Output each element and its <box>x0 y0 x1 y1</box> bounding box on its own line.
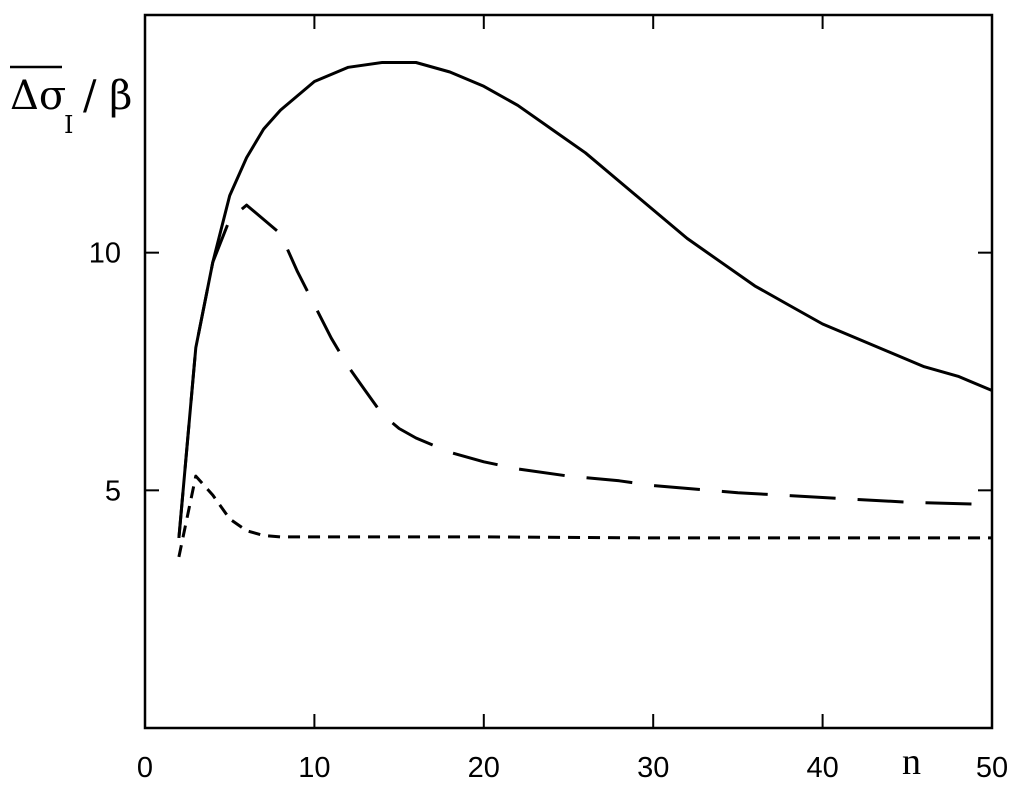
x-tick-label: 40 <box>806 752 838 784</box>
x-tick-label: 0 <box>137 752 153 784</box>
y-axis-label-main: Δσ <box>10 73 66 119</box>
x-tick-label: 10 <box>298 752 330 784</box>
series-line-long-dash <box>177 203 993 539</box>
y-tick-label: 10 <box>89 238 121 270</box>
x-tick-label: 20 <box>468 752 500 784</box>
series-line-solid <box>177 61 993 539</box>
y-axis-label-subscript: I <box>64 111 73 139</box>
y-tick-label: 5 <box>105 475 121 507</box>
y-axis-label: Δσ I / β <box>10 65 132 139</box>
series-line-short-dash <box>177 474 992 558</box>
x-axis-label: n <box>902 741 921 783</box>
x-axis-ticks: 0 10 20 30 40 50 <box>137 15 1008 784</box>
series-layer <box>177 61 993 558</box>
x-tick-label: 30 <box>637 752 669 784</box>
plot-frame <box>143 13 994 730</box>
x-tick-label: 50 <box>976 752 1008 784</box>
y-axis-label-suffix: / β <box>83 73 132 119</box>
y-axis-ticks: 5 10 <box>89 238 992 507</box>
